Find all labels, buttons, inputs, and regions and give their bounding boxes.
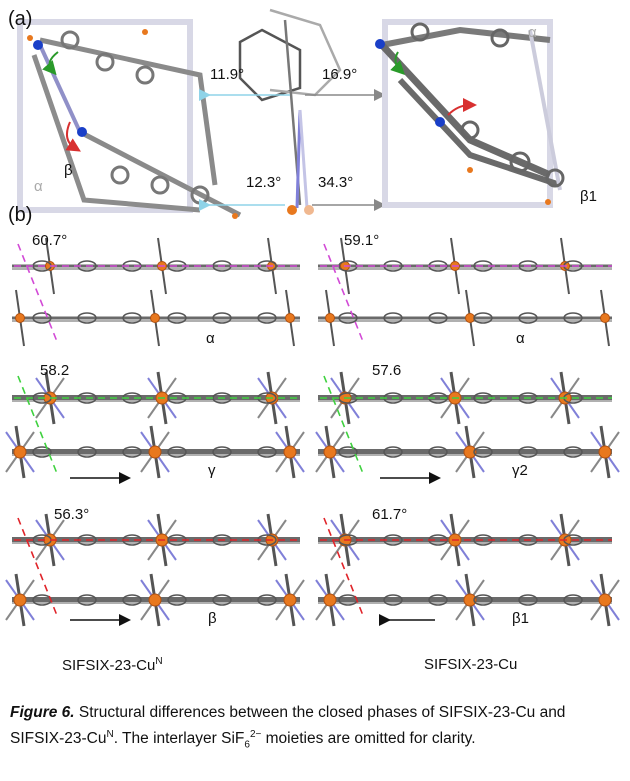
angle-ref-line <box>323 375 365 477</box>
phase-label: γ <box>208 462 216 479</box>
ring <box>383 446 403 458</box>
cu-node <box>283 593 297 607</box>
angle-ref-line <box>17 243 59 345</box>
phase-label: α <box>516 330 525 347</box>
panel-a-right-cage <box>375 19 565 208</box>
figure-caption: Figure 6. Structural differences between… <box>10 702 622 756</box>
phase-label: γ2 <box>512 462 528 479</box>
caption-sup-charge: 2− <box>249 729 262 740</box>
angle-label: 61.7° <box>372 506 408 523</box>
cu-node <box>463 593 477 607</box>
cu-node <box>150 313 160 323</box>
ring <box>212 594 232 606</box>
phase-label: β <box>208 610 217 627</box>
ring <box>518 446 538 458</box>
phase-label: β1 <box>512 610 529 627</box>
ring <box>563 594 583 606</box>
ring <box>383 312 403 324</box>
cu-node <box>598 445 612 459</box>
angle-ref-line <box>323 517 365 619</box>
caption-sub-6: 6 <box>244 739 250 751</box>
phase-label: α <box>206 330 215 347</box>
cu-node <box>148 445 162 459</box>
mof-label-left: SIFSIX-23-CuN <box>62 656 163 674</box>
phase-label-beta: β <box>64 162 73 179</box>
cu-node <box>463 445 477 459</box>
phase-label-alpha: α <box>528 24 537 41</box>
ring <box>563 312 583 324</box>
cu-node <box>600 313 610 323</box>
ring <box>212 446 232 458</box>
ring <box>167 446 187 458</box>
cu-node <box>465 313 475 323</box>
caption-sup-n: N <box>106 729 114 740</box>
angle-ref-line <box>323 243 365 345</box>
phase-label-alpha: α <box>34 178 43 195</box>
ring <box>473 312 493 324</box>
panel-b-tag: (b) <box>8 204 33 226</box>
cu-node <box>598 593 612 607</box>
caption-text: Structural differences between the close… <box>10 704 566 748</box>
ring <box>32 446 52 458</box>
panel-a-tag: (a) <box>8 8 33 30</box>
phase-label-beta1: β1 <box>580 188 597 205</box>
ring <box>77 594 97 606</box>
angle-label: 60.7° <box>32 232 68 249</box>
angle-label: 57.6 <box>372 362 402 379</box>
ring <box>428 594 448 606</box>
angle-label: 34.3° <box>318 174 354 191</box>
angle-label: 16.9° <box>322 66 358 83</box>
figure-6: (a) 11.9° 16.9° 12.3° 34.3° α β α β1 (b)… <box>5 8 620 674</box>
figure-graphic <box>5 8 620 627</box>
ring <box>212 312 232 324</box>
ring <box>257 594 277 606</box>
ring <box>32 312 52 324</box>
ring <box>518 312 538 324</box>
cu-node <box>148 593 162 607</box>
cu-node <box>323 593 337 607</box>
angle-label: 12.3° <box>246 174 282 191</box>
cu-node <box>15 313 25 323</box>
panel-a-center-sketch <box>199 8 386 215</box>
ring <box>257 446 277 458</box>
caption-text: . The interlayer SiF <box>113 730 245 748</box>
ring <box>77 446 97 458</box>
cu-node <box>323 445 337 459</box>
ring <box>428 446 448 458</box>
ring <box>563 446 583 458</box>
angle-label: 58.2 <box>40 362 70 379</box>
panel-a-left-cage <box>17 19 242 219</box>
ring <box>383 594 403 606</box>
caption-label: Figure 6. <box>10 704 75 721</box>
cu-node <box>13 445 27 459</box>
cu-node <box>325 313 335 323</box>
panel-b-structures <box>5 237 620 627</box>
caption-text: moieties are omitted for clarity. <box>261 730 476 748</box>
ring <box>518 594 538 606</box>
cu-node <box>13 593 27 607</box>
angle-label: 59.1° <box>344 232 380 249</box>
ring <box>167 594 187 606</box>
ring <box>338 446 358 458</box>
angle-ref-line <box>17 517 59 619</box>
ring <box>122 594 142 606</box>
ring <box>77 312 97 324</box>
ring <box>428 312 448 324</box>
ring <box>167 312 187 324</box>
ring <box>122 446 142 458</box>
cu-node <box>283 445 297 459</box>
ring <box>338 312 358 324</box>
cu-node <box>285 313 295 323</box>
ring <box>473 446 493 458</box>
angle-label: 56.3° <box>54 506 90 523</box>
ring <box>257 312 277 324</box>
ring <box>473 594 493 606</box>
angle-ref-line <box>17 375 59 477</box>
mof-label-right: SIFSIX-23-Cu <box>424 656 518 673</box>
ring <box>122 312 142 324</box>
angle-label: 11.9° <box>210 66 245 83</box>
